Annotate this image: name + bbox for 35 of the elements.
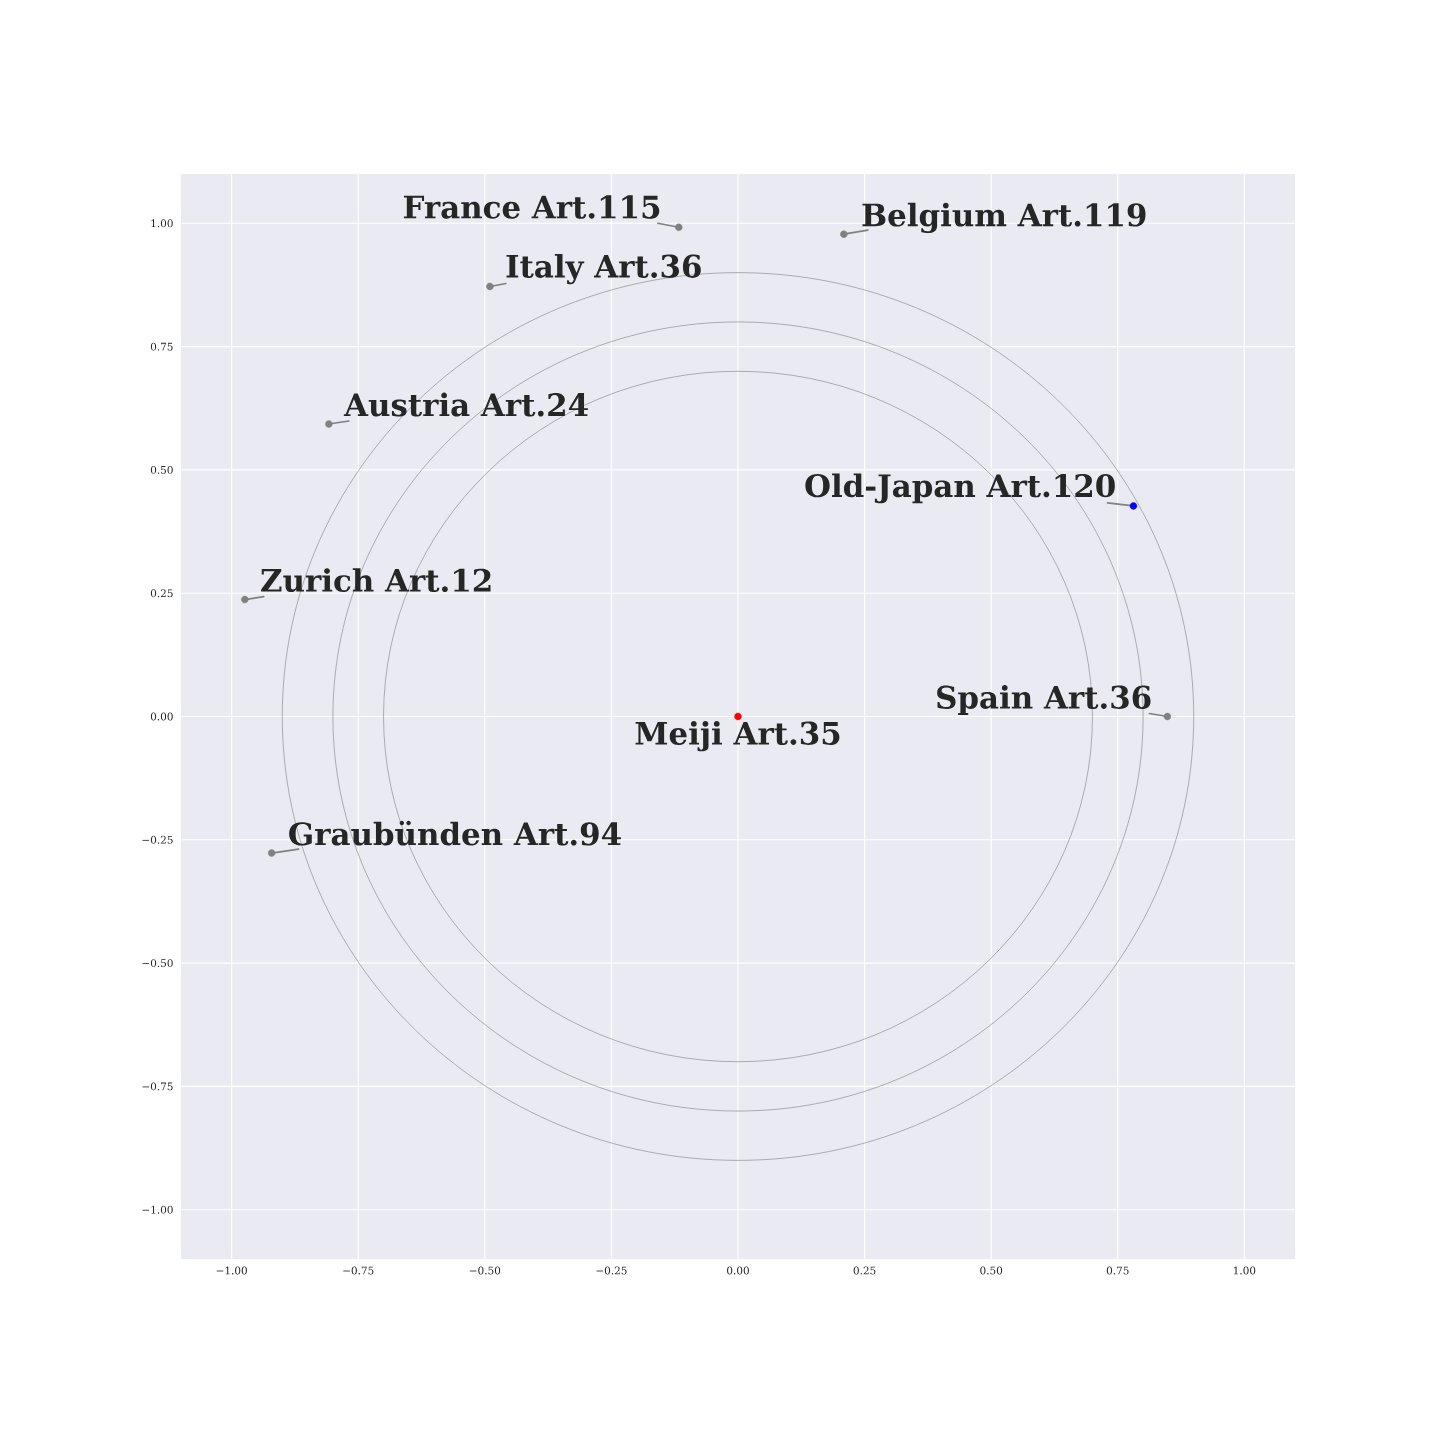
y-tick-label: −1.00	[142, 1205, 173, 1214]
annotation: Italy Art.36	[506, 253, 701, 285]
point	[486, 282, 494, 291]
y-tick-label: 0.00	[150, 712, 173, 721]
x-tick-label: −0.25	[596, 1266, 627, 1275]
point	[267, 849, 276, 857]
x-tick-label: −0.50	[469, 1266, 501, 1275]
y-tick-label: −0.25	[142, 835, 173, 844]
annotation: Meiji Art.35	[635, 721, 840, 752]
x-tick-label: 0.00	[727, 1266, 749, 1275]
x-tick-label: −1.00	[216, 1266, 247, 1275]
annotation: Belgium Art.119	[862, 202, 1146, 234]
y-tick-label: 0.50	[150, 465, 173, 474]
annotation: France Art.115	[403, 195, 660, 219]
annotation: Spain Art.36	[937, 685, 1151, 715]
x-tick-label: 0.50	[980, 1266, 1003, 1275]
y-tick-label: 0.25	[150, 589, 173, 598]
x-tick-label: 1.00	[1234, 1266, 1256, 1275]
y-tick-label: −0.75	[142, 1082, 173, 1091]
point	[241, 595, 249, 604]
point	[1129, 502, 1138, 510]
x-tick-label: 0.25	[853, 1266, 876, 1275]
y-tick-label: 1.00	[151, 219, 173, 228]
annotation: Zurich Art.12	[261, 568, 491, 593]
annotation: Graubünden Art.94	[289, 820, 621, 846]
x-tick-label: −0.75	[343, 1266, 374, 1275]
x-tick-label: 0.75	[1106, 1266, 1129, 1275]
y-tick-label: −0.50	[142, 959, 173, 968]
annotation: Old-Japan Art.120	[805, 473, 1115, 504]
point	[840, 230, 848, 238]
point	[325, 420, 333, 428]
annotation: Austria Art.24	[343, 392, 588, 417]
y-tick-label: 0.75	[150, 342, 173, 351]
point	[1163, 712, 1172, 721]
point	[675, 223, 683, 231]
